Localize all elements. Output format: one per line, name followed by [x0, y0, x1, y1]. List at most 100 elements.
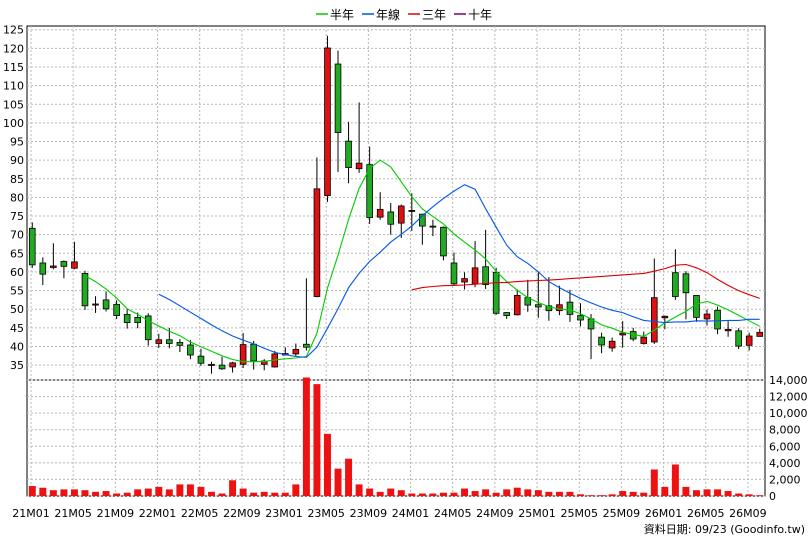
volume-bar [397, 490, 405, 496]
volume-bar [229, 480, 237, 496]
price-tick-label: 80 [10, 191, 24, 204]
price-tick-label: 75 [10, 210, 24, 223]
candle-body [397, 205, 405, 224]
volume-bar [208, 491, 215, 496]
volume-tick-label: 10,000 [769, 407, 808, 420]
volume-bar [450, 492, 458, 496]
candle-body [71, 261, 78, 269]
volume-bar [355, 484, 363, 496]
candle-body [461, 278, 468, 283]
price-tick-label: 55 [10, 285, 24, 298]
volume-bar [608, 494, 616, 496]
candle-body [693, 295, 700, 318]
candle-body [450, 262, 458, 285]
data-date-note: 資料日期: 09/23 (Goodinfo.tw) [644, 522, 805, 536]
candle-body [608, 340, 616, 349]
volume-bar [144, 488, 152, 496]
candle-body [503, 312, 510, 316]
price-tick-label: 35 [10, 359, 24, 372]
volume-bar [92, 491, 100, 496]
volume-tick-label: 8,000 [769, 424, 801, 437]
time-tick-label: 23M01 [265, 507, 303, 520]
candle-body [239, 344, 247, 365]
volume-bar [123, 492, 131, 496]
candle-body [598, 336, 605, 346]
time-axis: 21M01 21M05 21M09 22M01 22M05 22M09 23M01 23M05… [12, 507, 766, 520]
price-tick-label: 50 [10, 303, 24, 316]
volume-bar [250, 492, 258, 496]
volume-bar [39, 487, 47, 496]
volume-bar [577, 494, 584, 496]
volume-bar [408, 493, 416, 496]
candle-body [218, 364, 226, 370]
volume-bar [271, 492, 279, 496]
candle-body [60, 261, 68, 267]
time-tick-label: 24M01 [392, 507, 430, 520]
volume-bar [471, 491, 479, 496]
price-tick-label: 105 [3, 98, 24, 111]
candle-body [714, 309, 721, 330]
volume-bar [28, 486, 36, 496]
volume-bar [756, 495, 764, 496]
volume-bar [661, 486, 669, 496]
volume-bar [534, 490, 542, 496]
volume-bar [81, 490, 89, 496]
candle-body [756, 331, 764, 337]
candle-body [355, 162, 363, 170]
ma-half-year-line [84, 159, 760, 363]
candle-body [113, 303, 120, 316]
volume-tick-label: 4,000 [769, 457, 801, 470]
candle-body [28, 227, 36, 266]
volume-bars [28, 377, 764, 496]
price-tick-label: 100 [3, 117, 24, 130]
candle-body [745, 335, 753, 346]
time-tick-label: 22M09 [223, 507, 261, 520]
time-tick-label: 24M05 [434, 507, 472, 520]
candle-body [208, 363, 215, 366]
time-tick-label: 21M01 [12, 507, 50, 520]
volume-bar [165, 489, 173, 496]
legend-label: 十年 [468, 8, 492, 22]
volume-bar [524, 489, 532, 496]
price-tick-label: 90 [10, 154, 24, 167]
candle-body [376, 208, 384, 218]
candle-body [144, 315, 152, 341]
volume-bar [155, 486, 163, 496]
candle-body [419, 213, 426, 227]
volume-bar [745, 494, 753, 496]
time-tick-label: 26M05 [687, 507, 725, 520]
volume-bar [176, 484, 184, 496]
candle-body [492, 271, 500, 314]
candle-body [429, 225, 437, 228]
volume-bar [650, 469, 658, 496]
volume-bar [587, 495, 595, 496]
time-tick-label: 26M01 [645, 507, 683, 520]
candle-body [166, 339, 173, 344]
candle-body [366, 164, 373, 218]
candle-body [513, 295, 521, 316]
candle-body [292, 349, 300, 355]
time-tick-label: 26M09 [729, 507, 767, 520]
volume-bar [281, 492, 289, 496]
volume-bar [682, 486, 690, 496]
volume-bar [598, 495, 606, 496]
price-tick-label: 65 [10, 247, 24, 260]
price-tick-label: 115 [3, 61, 24, 74]
volume-bar [260, 491, 268, 496]
candle-body [92, 303, 99, 306]
volume-bar [113, 493, 121, 496]
candle-body [81, 273, 89, 307]
candle-body [324, 47, 331, 196]
candle-body [556, 304, 563, 312]
candle-body [651, 297, 658, 343]
candle-body [535, 304, 542, 308]
candle-body [471, 267, 479, 285]
candle-body [682, 273, 690, 294]
candle-body [303, 343, 310, 348]
candle-body [250, 343, 257, 362]
ma-three-year-line [411, 263, 760, 299]
time-tick-label: 21M05 [54, 507, 92, 520]
candle-body [345, 140, 352, 169]
